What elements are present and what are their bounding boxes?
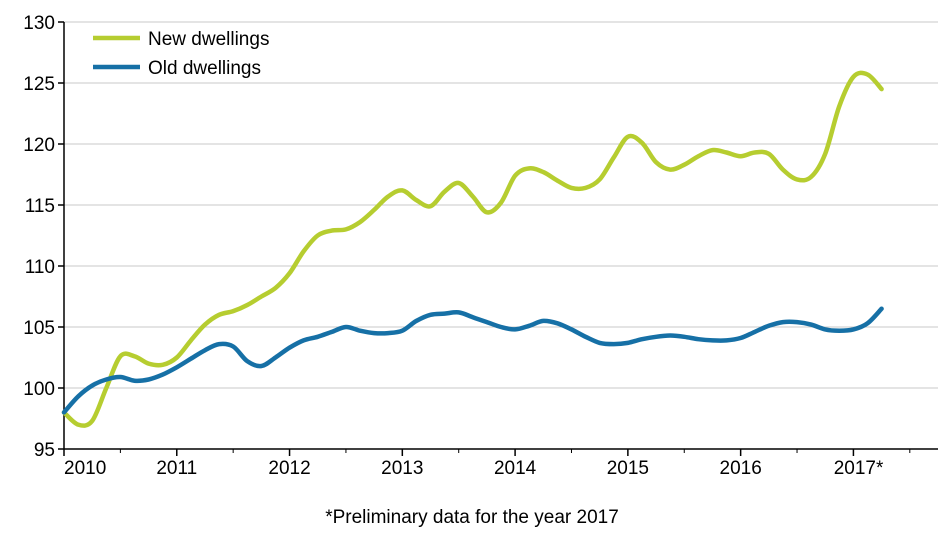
y-tick-label: 110 (25, 257, 55, 278)
x-tick-label: 2011 (156, 458, 197, 479)
y-tick-label: 130 (23, 13, 55, 34)
legend-label-old-dwellings: Old dwellings (148, 58, 261, 79)
x-tick-label: 2015 (607, 458, 649, 479)
footnote: *Preliminary data for the year 2017 (325, 507, 619, 528)
y-tick-label: 100 (23, 379, 55, 400)
x-tick-label: 2016 (720, 458, 762, 479)
x-tick-label: 2013 (381, 458, 423, 479)
legend: New dwellings Old dwellings (93, 29, 269, 79)
y-tick-label: 95 (34, 440, 55, 461)
y-tick-label: 120 (23, 135, 55, 156)
y-tick-label: 125 (23, 74, 55, 95)
gridlines (64, 21, 938, 389)
x-ticks: 2010 2011 2012 2013 2014 2015 2016 2017* (63, 449, 911, 479)
series-line-new-dwellings (61, 70, 884, 428)
series-line-old-dwellings (61, 306, 884, 415)
x-tick-label: 2014 (494, 458, 537, 479)
x-tick-label: 2017* (834, 458, 884, 479)
y-tick-label: 105 (23, 318, 55, 339)
x-tick-label: 2010 (64, 458, 106, 479)
y-tick-label: 115 (25, 196, 55, 217)
axes (63, 22, 938, 450)
series-lines (61, 70, 884, 428)
legend-label-new-dwellings: New dwellings (148, 29, 269, 50)
y-ticks: 95 100 105 110 115 120 125 130 (23, 13, 64, 461)
x-tick-label: 2012 (268, 458, 310, 479)
